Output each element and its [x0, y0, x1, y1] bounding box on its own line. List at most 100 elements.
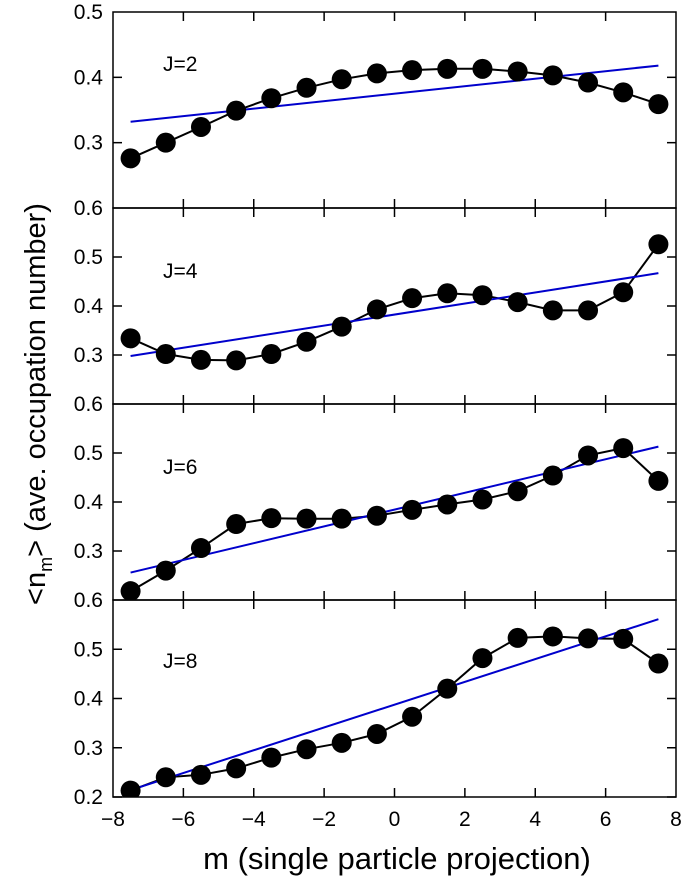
data-point [296, 331, 317, 352]
y-tick-label: 0.4 [74, 491, 104, 514]
data-point [578, 628, 599, 649]
data-point [155, 344, 176, 365]
data-point [472, 648, 493, 669]
data-point [190, 538, 211, 559]
data-point [331, 508, 352, 529]
data-point [507, 627, 528, 648]
y-title-subscript: m [36, 557, 56, 572]
data-point [296, 508, 317, 529]
data-point [648, 94, 669, 115]
x-tick-label: −4 [242, 808, 266, 831]
tick-layer: 0.2 0.3 0.4 0.5 0.6 [74, 589, 676, 809]
data-point [542, 465, 563, 486]
data-point [331, 316, 352, 337]
y-tick-label: 0.5 [74, 638, 103, 661]
x-tick-label: 6 [600, 808, 612, 831]
data-point [226, 100, 247, 121]
y-tick-label: 0.4 [74, 688, 104, 711]
tick-layer: 0.3 0.4 0.5 0.6 [74, 393, 676, 600]
data-line [130, 447, 660, 593]
data-point [366, 723, 387, 744]
data-point [507, 61, 528, 82]
tick-layer: 0.3 0.4 0.5 0.6 [74, 197, 676, 404]
frame-layer [112, 11, 677, 798]
data-line [130, 67, 659, 160]
y-tick-label: 0.5 [74, 442, 103, 465]
data-line [130, 243, 660, 362]
data-point [366, 63, 387, 84]
data-point [648, 234, 669, 255]
panel-j4: 0.3 0.4 0.5 0.6 J=4 [74, 197, 676, 404]
data-point [366, 299, 387, 320]
data-point [296, 739, 317, 760]
fit-line [130, 64, 659, 123]
series-layer [120, 618, 669, 797]
data-point [578, 445, 599, 466]
y-axis-title: <nm> (ave. occupation number) [20, 203, 56, 605]
data-point [402, 499, 423, 520]
data-point [190, 764, 211, 785]
data-point [190, 116, 211, 137]
x-tick-label: 2 [459, 808, 471, 831]
data-point [261, 344, 282, 365]
panel-label: J=8 [163, 650, 197, 673]
fit-line [130, 618, 659, 792]
data-point [261, 508, 282, 529]
data-point [542, 65, 563, 86]
data-point [296, 77, 317, 98]
data-point [226, 514, 247, 535]
panel-frame [112, 403, 677, 601]
x-tick-label: 8 [670, 808, 682, 831]
data-point [120, 148, 141, 169]
x-tick-label: 0 [389, 808, 401, 831]
panel-label: J=6 [163, 456, 197, 479]
y-tick-label: 0.5 [74, 1, 103, 24]
data-point [613, 438, 634, 459]
data-point [578, 72, 599, 93]
data-point [402, 60, 423, 81]
data-point [120, 581, 141, 600]
y-tick-label: 0.6 [74, 197, 103, 220]
y-tick-label: 0.3 [74, 344, 103, 367]
panel-label: J=2 [163, 53, 197, 76]
data-point [226, 758, 247, 779]
y-title-suffix: > (ave. occupation number) [20, 203, 52, 557]
data-point [437, 58, 458, 79]
panel-j6: 0.3 0.4 0.5 0.6 J=6 [74, 393, 676, 600]
series-layer [120, 234, 669, 371]
data-point [613, 82, 634, 103]
data-point [120, 328, 141, 349]
fit-line [130, 272, 659, 357]
data-point [648, 470, 669, 491]
data-point [613, 628, 634, 649]
tick-layer: 0.3 0.4 0.5 [74, 1, 676, 208]
data-point [190, 349, 211, 370]
data-point [613, 282, 634, 303]
data-point [648, 653, 669, 674]
x-tick-label: −8 [101, 808, 125, 831]
series-layer [120, 58, 669, 169]
y-tick-label: 0.5 [74, 246, 103, 269]
data-point [472, 489, 493, 510]
data-line [130, 635, 659, 792]
data-point [542, 300, 563, 321]
data-point [578, 300, 599, 321]
y-tick-label: 0.3 [74, 737, 103, 760]
y-tick-label: 0.2 [74, 786, 103, 809]
panel-j8: 0.2 0.3 0.4 0.5 0.6 J=8 [74, 589, 676, 809]
series-layer [120, 438, 669, 600]
data-point [120, 780, 141, 797]
y-tick-label: 0.6 [74, 589, 103, 612]
y-tick-label: 0.4 [74, 295, 104, 318]
y-tick-label: 0.4 [74, 66, 104, 89]
data-point [402, 288, 423, 309]
panel-j2: 0.3 0.4 0.5 J=2 [74, 1, 676, 208]
data-point [331, 732, 352, 753]
x-tick-label: −6 [171, 808, 195, 831]
fit-line [130, 445, 659, 574]
x-tick-label: 4 [529, 808, 541, 831]
x-axis-layer: −8 −6 −4 −2 0 2 4 6 8 [101, 808, 682, 831]
data-point [155, 132, 176, 153]
y-title-prefix: <n [20, 572, 52, 605]
